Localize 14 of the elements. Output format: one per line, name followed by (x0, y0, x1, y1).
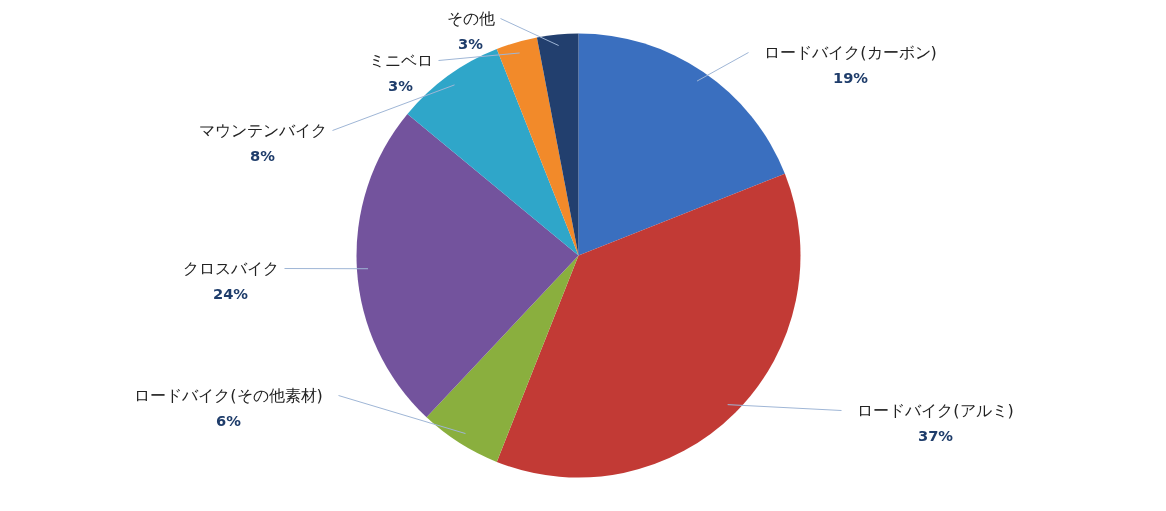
slice-label: ロードバイク(その他素材) (134, 386, 323, 405)
slice-label: マウンテンバイク (198, 121, 327, 140)
slice-label: ミニベロ (368, 51, 433, 70)
data-label: 24% (212, 285, 249, 302)
slice-label: その他 (446, 9, 495, 28)
data-label: 8% (250, 147, 276, 164)
data-label: 3% (458, 35, 484, 52)
data-label: 6% (216, 412, 242, 429)
data-label: 37% (917, 427, 954, 444)
slice-label: ロードバイク(アルミ) (857, 401, 1014, 420)
slice-label: クロスバイク (182, 259, 279, 278)
data-label: 3% (388, 77, 414, 94)
slice-label: ロードバイク(カーボン) (764, 43, 937, 62)
data-label: 19% (832, 69, 869, 86)
